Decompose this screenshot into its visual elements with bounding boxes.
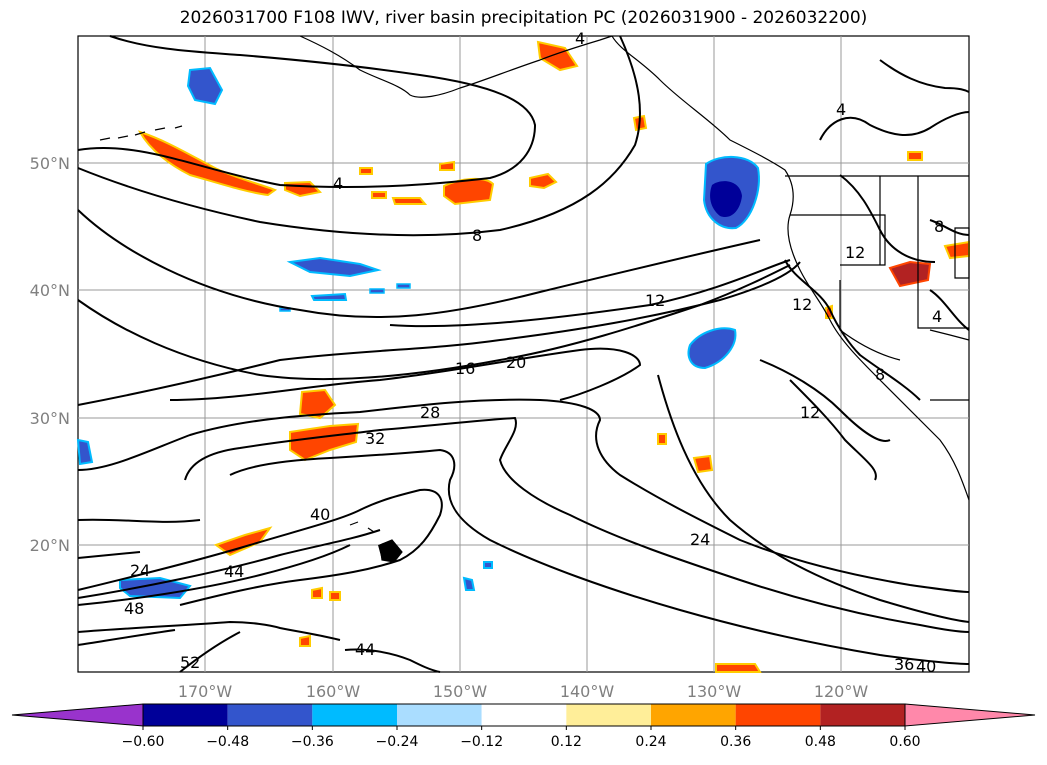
contour-label: 8 — [875, 365, 885, 384]
contour-label: 12 — [645, 291, 665, 310]
colorbar-tick-label: 0.60 — [889, 734, 920, 750]
contour-label: 12 — [800, 403, 820, 422]
colorbar-swatch — [651, 704, 736, 726]
colorbar-extend-low — [11, 703, 144, 727]
contour-label: 4 — [575, 29, 585, 48]
precip-anomaly-fills — [76, 40, 970, 673]
latitude-label: 30°N — [30, 409, 70, 428]
contour-label: 48 — [124, 599, 144, 618]
contour-label: 32 — [365, 429, 385, 448]
contour-label: 4 — [333, 174, 343, 193]
longitude-label: 120°W — [814, 682, 869, 701]
contour-label: 44 — [355, 640, 375, 659]
colorbar-swatch — [312, 704, 397, 726]
colorbar-swatch — [481, 704, 567, 726]
colorbar-swatch — [820, 704, 905, 726]
gridlines — [78, 36, 969, 672]
colorbar-tick-label: −0.60 — [122, 734, 165, 750]
coastlines — [99, 35, 970, 563]
contour-label: 20 — [506, 353, 526, 372]
longitude-label: 160°W — [306, 682, 361, 701]
colorbar-extend-high — [904, 703, 1036, 727]
colorbar-border — [142, 703, 906, 727]
longitude-label: 170°W — [178, 682, 233, 701]
iwv-contours — [77, 35, 970, 673]
longitude-label: 130°W — [687, 682, 742, 701]
colorbar-tick-label: −0.12 — [460, 734, 503, 750]
contour-label: 4 — [932, 307, 942, 326]
contour-label: 24 — [130, 561, 150, 580]
colorbar-tick-label: 0.24 — [635, 734, 666, 750]
colorbar-tick-label: −0.36 — [291, 734, 334, 750]
colorbar-swatch — [566, 704, 651, 726]
longitude-labels: 170°W 160°W 150°W 140°W 130°W 120°W — [178, 682, 869, 701]
contour-label: 40 — [310, 505, 330, 524]
contour-label: 40 — [916, 657, 936, 676]
contour-label: 44 — [224, 562, 244, 581]
contour-label: 4 — [836, 100, 846, 119]
map-title: 2026031700 F108 IWV, river basin precipi… — [179, 8, 868, 28]
latitude-label: 40°N — [30, 281, 70, 300]
latitude-labels: 50°N 40°N 30°N 20°N — [30, 154, 70, 555]
contour-label: 28 — [420, 403, 440, 422]
contour-label: 12 — [792, 295, 812, 314]
longitude-label: 140°W — [560, 682, 615, 701]
latitude-label: 20°N — [30, 536, 70, 555]
contour-label: 52 — [180, 653, 200, 672]
colorbar-tick-label: −0.48 — [206, 734, 249, 750]
contour-label: 8 — [934, 217, 944, 236]
colorbar-tick-label: 0.12 — [551, 734, 582, 750]
colorbar-tick-label: 0.48 — [805, 734, 836, 750]
colorbar-swatch — [735, 704, 821, 726]
contour-label: 12 — [845, 243, 865, 262]
longitude-label: 150°W — [433, 682, 488, 701]
colorbar-tick-label: −0.24 — [376, 734, 419, 750]
contour-label: 8 — [472, 226, 482, 245]
contour-label: 36 — [894, 655, 914, 674]
contour-label: 16 — [455, 359, 475, 378]
latitude-label: 50°N — [30, 154, 70, 173]
colorbar-swatch — [227, 704, 313, 726]
colorbar-swatch — [397, 704, 482, 726]
contour-labels: 4 4 8 12 16 20 28 32 40 44 24 48 52 44 2… — [124, 29, 944, 676]
colorbar: −0.60 −0.48 −0.36 −0.24 −0.12 0.12 0.24 0.36 0.4… — [11, 703, 1036, 750]
contour-label: 24 — [690, 530, 710, 549]
colorbar-tick-label: 0.36 — [720, 734, 751, 750]
colorbar-swatch — [143, 704, 228, 726]
